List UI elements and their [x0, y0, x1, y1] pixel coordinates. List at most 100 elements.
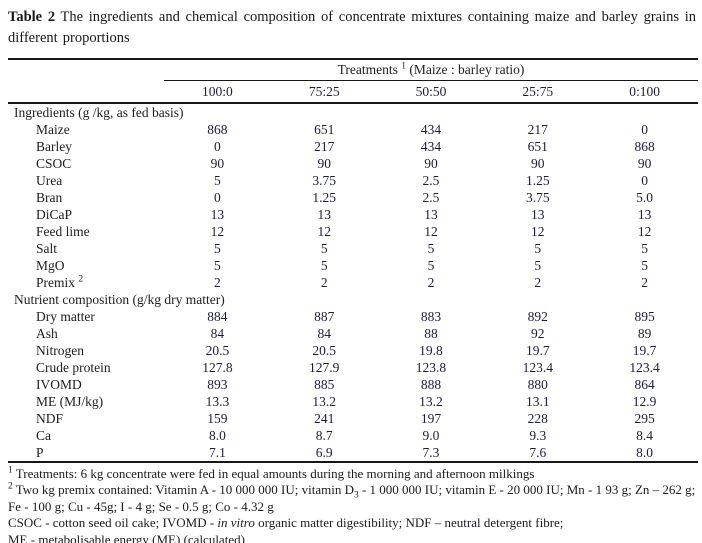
footnote-2-marker: 2	[8, 482, 13, 493]
cell-value: 8.7	[315, 428, 333, 443]
footnote-abbreviations: CSOC - cotton seed oil cake; IVOMD - in …	[8, 515, 698, 531]
table-row: P 7.1 6.9 7.3 7.6 8.0	[8, 444, 698, 462]
row-label: P	[36, 445, 44, 460]
cell-value: 6.9	[315, 445, 333, 460]
row-label: Maize	[36, 122, 70, 137]
cell-value: 868	[207, 122, 228, 137]
cell-value: 19.7	[632, 343, 657, 358]
cell-value: 1.25	[525, 173, 550, 188]
table-caption-label: Table 2	[8, 9, 56, 25]
cell-value: 880	[527, 377, 548, 392]
cell-value: 13	[637, 207, 652, 222]
cell-value: 2.5	[422, 190, 440, 205]
cell-value: 5	[427, 258, 435, 273]
section-heading-row: Ingredients (g /kg, as fed basis)	[8, 103, 698, 121]
cell-value: 295	[634, 411, 655, 426]
section-heading-row: Nutrient composition (g/kg dry matter)	[8, 291, 698, 308]
cell-value: 5	[214, 258, 221, 273]
cell-value: 217	[314, 139, 335, 154]
cell-value: 90	[637, 156, 652, 171]
cell-value: 12.9	[632, 394, 657, 409]
cell-value: 13.1	[525, 394, 550, 409]
cell-value: 888	[420, 377, 442, 392]
cell-value: 8.0	[636, 445, 654, 460]
stub-cell	[8, 59, 164, 81]
footnote-2-subscript: 3	[353, 491, 359, 501]
cell-value: 12	[637, 224, 652, 239]
cell-value: 13	[424, 207, 438, 222]
row-label: Bran	[36, 190, 63, 205]
row-label: ME (MJ/kg)	[36, 394, 104, 409]
row-label: Dry matter	[36, 309, 95, 324]
footnotes: 1 Treatments: 6 kg concentrate were fed …	[8, 466, 698, 543]
cell-value: 7.3	[422, 445, 440, 460]
row-label: Ca	[36, 428, 51, 443]
cell-value: 92	[531, 326, 545, 341]
column-header-100-0: 100:0	[164, 80, 271, 104]
section-heading: Ingredients (g /kg, as fed basis)	[14, 105, 184, 120]
cell-value: 892	[527, 309, 548, 324]
cell-value: 5	[214, 241, 221, 256]
cell-value: 5	[534, 241, 542, 256]
ratio-header-row: 100:0 75:25 50:50 25:75 0:100	[8, 80, 698, 104]
table-caption: Table 2 The ingredients and chemical com…	[8, 7, 696, 49]
cell-value: 5	[320, 258, 328, 273]
cell-value: 19.7	[525, 343, 550, 358]
cell-value: 0	[214, 190, 221, 205]
cell-value: 887	[314, 309, 335, 324]
cell-value: 2.5	[422, 173, 440, 188]
cell-value: 159	[207, 411, 228, 426]
cell-value: 12	[210, 224, 225, 239]
row-label: CSOC	[36, 156, 72, 171]
table-row: Barley 0 217 434 651 868	[8, 138, 698, 155]
cell-value: 8.4	[636, 428, 654, 443]
cell-value: 12	[317, 224, 331, 239]
treatments-ratio-label: (Maize : barley ratio)	[405, 62, 525, 77]
cell-value: 19.8	[419, 343, 443, 358]
row-label: Premix 2	[36, 274, 84, 290]
row-label: NDF	[36, 411, 64, 426]
table-row: ME (MJ/kg) 13.3 13.2 13.2 13.1 12.9	[8, 393, 698, 410]
cell-value: 90	[531, 156, 545, 171]
cell-value: 868	[634, 139, 655, 154]
table-row: Ash 84 84 88 92 89	[8, 325, 698, 342]
footnote-me: ME - metabolisable energy (ME) (calculat…	[8, 531, 245, 543]
table-header: Treatments 1 (Maize : barley ratio) 100:…	[8, 59, 698, 104]
cell-value: 90	[210, 156, 225, 171]
cell-value: 20.5	[205, 343, 230, 358]
footnote-3-text-post: organic matter digestibility; NDF – neut…	[254, 515, 564, 531]
cell-value: 9.0	[422, 428, 440, 443]
table-row: Bran 0 1.25 2.5 3.75 5.0	[8, 189, 698, 206]
cell-value: 89	[637, 326, 652, 341]
footnote-1-marker: 1	[8, 465, 13, 476]
column-header-0-100: 0:100	[591, 80, 698, 104]
cell-value: 5	[641, 258, 648, 273]
table-row: Maize 868 651 434 217 0	[8, 121, 698, 138]
cell-value: 228	[527, 411, 548, 426]
cell-value: 5	[427, 241, 435, 256]
cell-value: 13.3	[205, 394, 230, 409]
table-body: Ingredients (g /kg, as fed basis) Maize 86…	[8, 103, 698, 462]
cell-value: 12	[531, 224, 545, 239]
cell-value: 84	[317, 326, 331, 341]
cell-value: 20.5	[312, 343, 336, 358]
row-label: Feed lime	[36, 224, 90, 239]
cell-value: 13	[317, 207, 331, 222]
cell-value: 864	[634, 377, 655, 392]
column-header-50-50: 50:50	[377, 80, 485, 104]
table-row: Feed lime 12 12 12 12 12	[8, 223, 698, 240]
cell-value: 88	[424, 326, 438, 341]
cell-value: 434	[420, 139, 442, 154]
table-caption-text: The ingredients and chemical composition…	[8, 9, 696, 46]
cell-value: 3.75	[312, 173, 336, 188]
cell-value: 13	[210, 207, 225, 222]
cell-value: 0	[641, 173, 648, 188]
cell-value: 90	[424, 156, 438, 171]
row-label: Ash	[36, 326, 58, 341]
cell-value: 895	[634, 309, 655, 324]
cell-value: 893	[207, 377, 228, 392]
column-header-25-75: 25:75	[484, 80, 592, 104]
data-table: Treatments 1 (Maize : barley ratio) 100:…	[8, 58, 698, 463]
cell-value: 5	[534, 258, 542, 273]
